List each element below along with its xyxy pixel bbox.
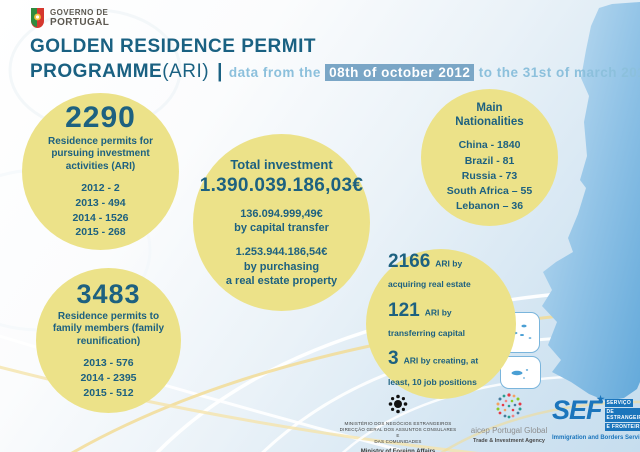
capital-transfer-amount: 136.094.999,49€ bbox=[240, 207, 323, 220]
family-label: Residence permits to family members (fam… bbox=[52, 310, 165, 347]
permits-yearly-breakdown: 2012 - 2 2013 - 494 2014 - 1526 2015 - 2… bbox=[72, 181, 128, 240]
family-total-value: 3483 bbox=[76, 278, 141, 309]
aicep-name-label: aicep Portugal Global bbox=[470, 426, 548, 435]
sef-pt-line3: E FRONTEIRAS bbox=[604, 423, 640, 431]
permits-year-2014: 2014 - 1526 bbox=[72, 211, 129, 224]
capital-transfer-block: 136.094.999,49€ by capital transfer bbox=[234, 207, 329, 236]
real-estate-label1: by purchasing bbox=[243, 260, 320, 273]
real-estate-amount: 1.253.944.186,54€ bbox=[235, 246, 328, 259]
nationality-russia: Russia - 73 bbox=[461, 169, 518, 182]
gov-line1: GOVERNO DE bbox=[50, 8, 109, 18]
stat-real-estate-label: ARI by acquiring real estate bbox=[388, 258, 471, 290]
sef-logo-row: SEF ★ SERVIÇO DE ESTRANGEIROS E FRONTEIR… bbox=[552, 394, 640, 432]
investment-title: Total investment bbox=[230, 156, 333, 172]
sef-pt-line1: SERVIÇO bbox=[604, 399, 634, 407]
ministry-pt-text: MINISTÉRIO DOS NEGÓCIOS ESTRANGEIROS DIR… bbox=[338, 421, 458, 444]
real-estate-block: 1.253.944.186,54€ by purchasing a real e… bbox=[226, 245, 337, 288]
ministry-pt-line3: DAS COMUNIDADES bbox=[374, 438, 422, 444]
ministry-pt-line2: DIRECÇÃO GERAL DOS ASSUNTOS CONSULARES E bbox=[339, 426, 457, 438]
governo-de-portugal-logo: GOVERNO DE PORTUGAL bbox=[30, 8, 640, 29]
sef-pt-strips: SERVIÇO DE ESTRANGEIROS E FRONTEIRAS bbox=[604, 399, 640, 432]
page-title-line1: GOLDEN RESIDENCE PERMIT bbox=[30, 36, 316, 57]
family-yearly-breakdown: 2013 - 576 2014 - 2395 2015 - 512 bbox=[80, 356, 136, 400]
ministry-emblem-icon bbox=[388, 394, 408, 414]
nationality-south-africa: South Africa – 55 bbox=[446, 184, 533, 197]
title-ari: (ARI) bbox=[162, 61, 210, 82]
sef-pt-line2: DE ESTRANGEIROS bbox=[604, 408, 640, 422]
madeira-islands-icon bbox=[511, 369, 529, 379]
stat-jobs-label: ARI by creating, at least, 10 job positi… bbox=[388, 356, 479, 388]
family-year-2015: 2015 - 512 bbox=[83, 386, 134, 399]
family-year-2014: 2014 - 2395 bbox=[80, 371, 137, 384]
stat-real-estate: 2166 ARI by acquiring real estate bbox=[388, 251, 500, 293]
ministry-pt-line1: MINISTÉRIO DOS NEGÓCIOS ESTRANGEIROS bbox=[344, 421, 452, 426]
title-programme: PROGRAMME bbox=[30, 61, 163, 82]
circle-family-reunification: 3483 Residence permits to family members… bbox=[36, 268, 181, 413]
gov-line2: PORTUGAL bbox=[50, 17, 110, 29]
stat-capital-label: ARI by transferring capital bbox=[388, 307, 465, 339]
stat-capital: 121 ARI by transferring capital bbox=[388, 300, 500, 342]
permits-total-value: 2290 bbox=[65, 100, 136, 134]
circle-investment-permits: 2290 Residence permits for pursuing inve… bbox=[22, 93, 179, 250]
circle-main-nationalities: Main Nationalities China - 1840 Brazil -… bbox=[421, 89, 558, 226]
nationalities-list: China - 1840 Brazil - 81 Russia - 73 Sou… bbox=[447, 138, 532, 214]
stat-capital-value: 121 bbox=[388, 299, 420, 321]
stat-real-estate-value: 2166 bbox=[388, 250, 431, 272]
sef-logo-block: SEF ★ SERVIÇO DE ESTRANGEIROS E FRONTEIR… bbox=[552, 394, 640, 441]
stat-jobs-value: 3 bbox=[388, 348, 399, 370]
family-year-2013: 2013 - 576 bbox=[83, 357, 134, 370]
aicep-globe-icon bbox=[496, 393, 522, 419]
subtitle-suffix: to the 31st of march 2015 bbox=[474, 65, 640, 80]
nationalities-title: Main Nationalities bbox=[455, 101, 524, 128]
nationality-lebanon: Lebanon – 36 bbox=[455, 200, 524, 213]
permits-label: Residence permits for pursuing investmen… bbox=[47, 135, 154, 172]
title-separator: | bbox=[217, 61, 223, 82]
permits-year-2012: 2012 - 2 bbox=[81, 182, 120, 195]
page-title-line2: PROGRAMME(ARI) | data from the 08th of oct… bbox=[30, 61, 640, 83]
stat-jobs: 3 ARI by creating, at least, 10 job posit… bbox=[388, 348, 500, 390]
real-estate-label2: a real estate property bbox=[225, 274, 338, 287]
header: GOVERNO DE PORTUGAL GOLDEN RESIDENCE PER… bbox=[30, 8, 640, 83]
sef-star-icon: ★ bbox=[596, 394, 604, 404]
nationality-brazil: Brazil - 81 bbox=[464, 154, 515, 167]
aicep-logo-block: aicep Portugal Global Trade & Investment… bbox=[466, 392, 552, 444]
ministry-logo-block: MINISTÉRIO DOS NEGÓCIOS ESTRANGEIROS DIR… bbox=[338, 394, 458, 452]
sef-en-label: Immigration and Borders Service bbox=[552, 435, 640, 441]
subtitle-prefix: data from the bbox=[228, 65, 326, 80]
circle-total-investment: Total investment 1.390.039.186,03€ 136.0… bbox=[193, 134, 370, 311]
ministry-en-label: Ministry of Foreign Affairs bbox=[338, 449, 458, 452]
subtitle-highlight: 08th of october 2012 bbox=[325, 64, 475, 81]
investment-total-value: 1.390.039.186,03€ bbox=[199, 174, 364, 196]
permits-year-2015: 2015 - 268 bbox=[75, 226, 126, 239]
capital-transfer-label: by capital transfer bbox=[234, 222, 329, 235]
governo-logo-text: GOVERNO DE PORTUGAL bbox=[50, 8, 109, 29]
permits-year-2013: 2013 - 494 bbox=[75, 197, 126, 210]
aicep-en-label: Trade & Investment Agency bbox=[473, 438, 545, 444]
date-range-subtitle: data from the 08th of october 2012 to th… bbox=[229, 64, 640, 81]
circle-ari-type-stats: 2166 ARI by acquiring real estate 121 ARI … bbox=[366, 249, 516, 399]
sef-acronym: SEF ★ bbox=[552, 394, 605, 425]
nationality-china: China - 1840 bbox=[458, 139, 521, 152]
portugal-shield-icon bbox=[31, 8, 44, 28]
madeira-islands-inset bbox=[500, 356, 541, 389]
footer-logos: MINISTÉRIO DOS NEGÓCIOS ESTRANGEIROS DIR… bbox=[0, 392, 640, 452]
